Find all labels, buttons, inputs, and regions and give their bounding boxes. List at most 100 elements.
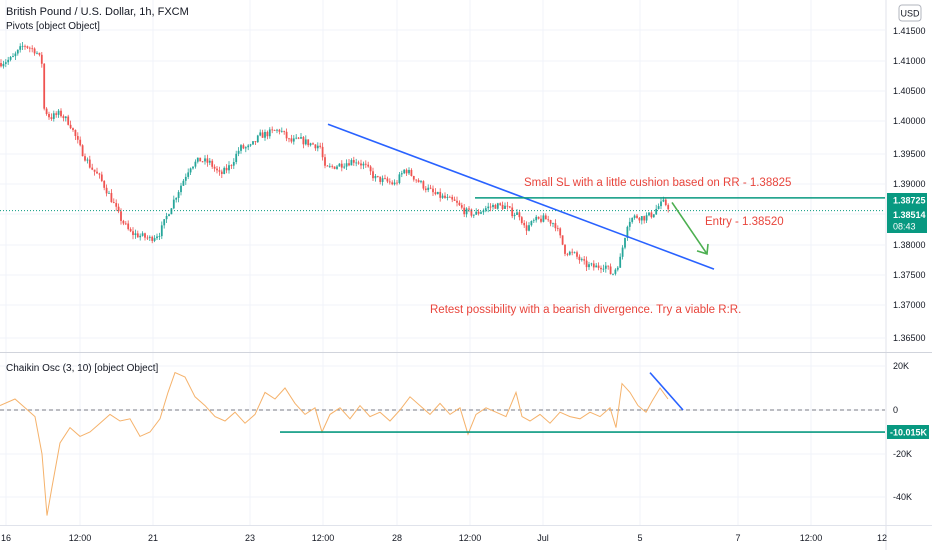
candle-body <box>242 145 245 149</box>
candle-body <box>417 180 420 183</box>
candle-body <box>91 167 94 170</box>
candle-body <box>273 130 276 131</box>
candle-body <box>367 164 370 167</box>
candle-body <box>547 219 550 221</box>
candle-body <box>604 265 607 269</box>
candle-body <box>393 182 396 185</box>
candle-body <box>400 173 403 175</box>
candle-body <box>446 196 449 198</box>
candle-body <box>477 211 480 214</box>
candle-body <box>386 178 389 182</box>
candle-body <box>194 161 197 167</box>
last-price-badge[interactable]: 1.38514 08:43 <box>887 207 927 233</box>
candle-body <box>573 252 576 254</box>
candle-body <box>28 47 31 49</box>
candle-body <box>420 181 422 183</box>
candle-body <box>124 223 127 225</box>
currency-button-frame <box>898 4 922 22</box>
candle-body <box>333 166 336 169</box>
candle-body <box>204 158 206 162</box>
pivots-indicator-label[interactable]: Pivots [object Object] <box>6 21 100 32</box>
retest-annotation[interactable]: Retest possibility with a bearish diverg… <box>430 304 741 316</box>
candle-body <box>537 216 540 219</box>
candle-body <box>585 260 588 268</box>
oscillator-tick: -20K <box>893 449 912 459</box>
stop-loss-annotation[interactable]: Small SL with a little cushion based on … <box>524 177 791 189</box>
candle-body <box>74 129 77 137</box>
projection-arrow[interactable] <box>671 201 709 255</box>
candle-body <box>120 211 122 221</box>
price-axis[interactable]: 1.41500 1.41000 1.40500 1.40000 1.39500 … <box>893 26 926 343</box>
candle-body <box>57 110 60 115</box>
candle-body <box>43 63 46 109</box>
candle-body <box>285 131 288 139</box>
candle-body <box>16 49 19 54</box>
candle-body <box>664 199 667 206</box>
entry-annotation[interactable]: Entry - 1.38520 <box>705 216 784 228</box>
candle-body <box>432 188 434 193</box>
candle-body <box>379 176 382 182</box>
level-price-badge[interactable]: 1.38725 <box>887 193 927 207</box>
candle-body <box>112 202 115 204</box>
candle-body <box>12 56 14 57</box>
candle-body <box>501 204 504 209</box>
candle-body <box>350 160 353 166</box>
candle-body <box>283 130 286 132</box>
candle-body <box>578 256 581 261</box>
candle-body <box>352 160 355 163</box>
candle-body <box>391 182 394 185</box>
candle-body <box>146 237 149 239</box>
candle-body <box>434 192 437 195</box>
oscillator-level-badge[interactable]: -10.015K <box>887 425 929 439</box>
candle-body <box>422 181 425 189</box>
candle-body <box>372 171 374 179</box>
price-tick: 1.37000 <box>893 300 926 310</box>
currency-button[interactable]: USD <box>898 4 922 22</box>
candle-body <box>564 244 566 254</box>
candle-body <box>542 215 545 222</box>
candle-body <box>292 138 295 142</box>
candle-body <box>444 195 446 198</box>
candle-body <box>103 180 106 188</box>
time-axis[interactable]: 16 12:00 21 23 12:00 28 12:00 Jul 5 7 12… <box>1 533 887 543</box>
candle-body <box>554 223 557 229</box>
candle-body <box>331 165 334 167</box>
candle-body <box>324 157 326 166</box>
candle-body <box>168 214 170 216</box>
candle-body <box>64 116 67 119</box>
candle-body <box>470 209 473 216</box>
candle-body <box>403 169 406 174</box>
oscillator-trendline[interactable] <box>649 372 684 411</box>
candle-body <box>614 269 617 274</box>
candle-body <box>40 54 43 64</box>
projection-arrow-shaft <box>671 201 708 255</box>
candle-body <box>355 162 358 164</box>
candle-body <box>540 218 542 222</box>
candle-body <box>468 208 470 210</box>
candle-body <box>187 172 190 177</box>
price-trendline[interactable] <box>327 123 715 270</box>
candle-body <box>650 212 653 218</box>
candle-body <box>110 192 113 203</box>
candle-body <box>660 201 662 207</box>
oscillator-axis[interactable]: 20K 0 -20K -40K <box>893 361 912 502</box>
candle-body <box>307 139 310 146</box>
candle-body <box>513 214 516 217</box>
candle-body <box>98 173 101 175</box>
oscillator-label[interactable]: Chaikin Osc (3, 10) [object Object] <box>6 363 159 374</box>
candle-body <box>645 215 648 221</box>
candle-body <box>626 226 629 239</box>
candle-body <box>48 113 50 118</box>
candle-body <box>36 52 38 54</box>
candle-body <box>499 203 502 205</box>
candle-body <box>295 137 298 139</box>
candle-body <box>472 214 475 216</box>
time-tick: Jul <box>537 533 549 543</box>
candle-body <box>268 129 271 137</box>
time-tick: 16 <box>1 533 11 543</box>
candle-body <box>595 265 598 268</box>
price-tick: 1.40000 <box>893 116 926 126</box>
symbol-title[interactable]: British Pound / U.S. Dollar, 1h, FXCM <box>6 6 189 18</box>
candle-body <box>0 63 2 67</box>
